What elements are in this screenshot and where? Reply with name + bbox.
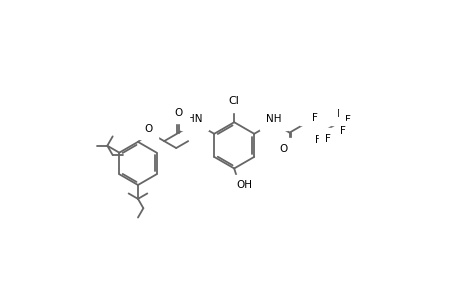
Text: NH: NH <box>265 114 281 124</box>
Text: F: F <box>314 135 320 145</box>
Text: Cl: Cl <box>228 96 239 106</box>
Text: O: O <box>279 144 287 154</box>
Text: O: O <box>144 124 152 134</box>
Text: HN: HN <box>187 114 202 124</box>
Text: O: O <box>174 108 183 118</box>
Text: F: F <box>324 134 330 144</box>
Text: F: F <box>305 110 311 120</box>
Text: OH: OH <box>236 180 252 190</box>
Text: F: F <box>336 109 342 119</box>
Text: F: F <box>311 113 317 123</box>
Text: F: F <box>339 126 345 136</box>
Text: F: F <box>344 115 350 124</box>
